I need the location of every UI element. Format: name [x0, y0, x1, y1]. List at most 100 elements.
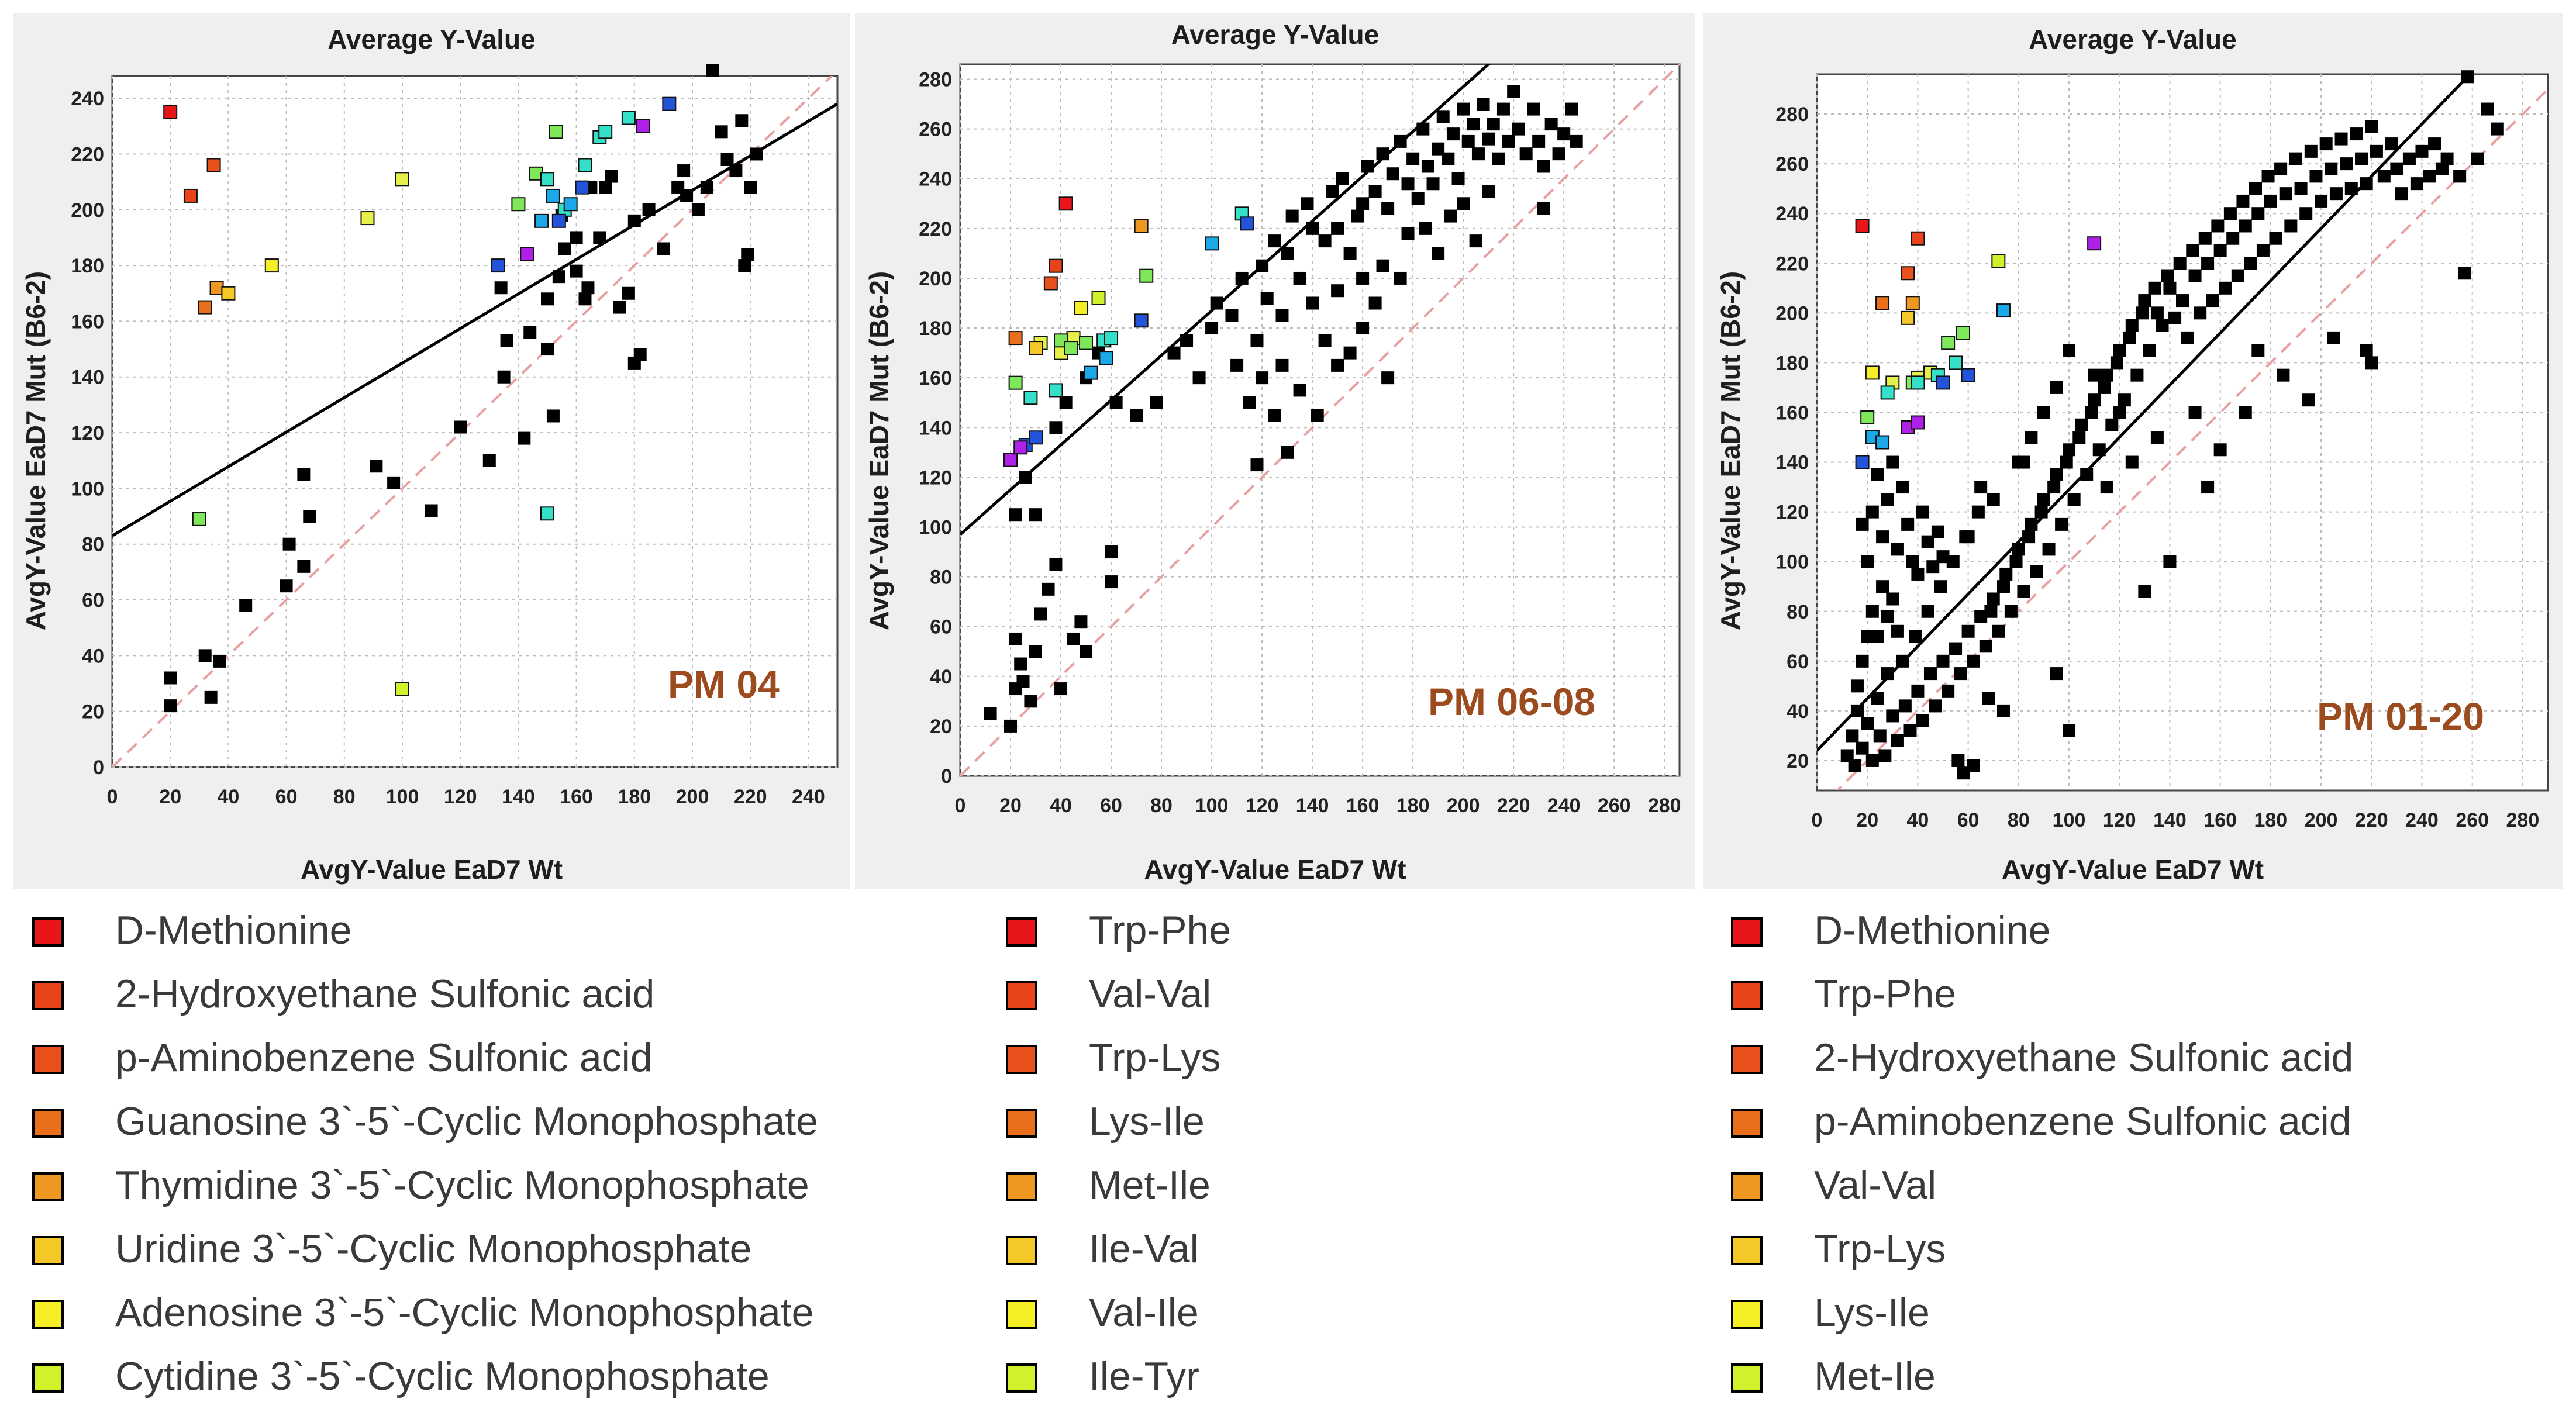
legend-item: Lys-Ile [1731, 1286, 2353, 1349]
data-point [1457, 197, 1470, 210]
data-point [581, 281, 595, 295]
series-point [1991, 254, 2006, 268]
y-tick-label: 240 [919, 168, 952, 191]
data-point [1482, 132, 1495, 146]
data-point [741, 248, 754, 261]
x-tick-label: 20 [1856, 809, 1878, 831]
data-point [2491, 122, 2504, 136]
data-point [984, 707, 997, 720]
legend-swatch [1006, 1363, 1037, 1393]
data-point [1876, 580, 1889, 593]
x-tick-label: 60 [1100, 795, 1122, 817]
data-point [1268, 408, 1281, 422]
highlighted-point [1064, 341, 1078, 355]
data-point [303, 510, 316, 523]
highlighted-point [1104, 331, 1119, 346]
data-point [1982, 692, 1995, 705]
highlighted-point [1875, 435, 1890, 450]
data-point [1311, 408, 1324, 422]
data-point [1951, 754, 1965, 767]
x-tick-label: 120 [2103, 809, 2136, 831]
highlighted-point [546, 188, 560, 203]
data-point [1275, 358, 1289, 372]
data-point [2329, 187, 2343, 201]
data-point [1527, 102, 1540, 116]
x-tick-label: 80 [2008, 809, 2030, 831]
data-point [2279, 187, 2292, 201]
data-point [1512, 122, 1525, 136]
data-point [1861, 717, 1874, 730]
data-point [2244, 257, 2257, 270]
fit-line [1817, 74, 2472, 752]
data-point [2284, 219, 2298, 233]
legend-item: Guanosine 3`-5`-Cyclic Monophosphate [32, 1094, 818, 1158]
legend-label: Val-Val [1814, 1163, 1937, 1207]
legend-swatch [1731, 917, 1763, 947]
legend-swatch [32, 1109, 64, 1138]
legend-swatch [32, 981, 64, 1010]
data-point [1343, 247, 1357, 260]
data-point [2360, 177, 2373, 191]
legend-swatch [32, 917, 64, 947]
chart-title: Average Y-Value [2029, 24, 2237, 54]
highlighted-point [1956, 326, 1970, 340]
data-point [2047, 481, 2061, 494]
data-point [2163, 555, 2177, 568]
data-point [1250, 334, 1264, 347]
series-point [183, 188, 198, 203]
data-point [1444, 209, 1457, 223]
highlighted-point [1013, 440, 1028, 455]
plot-area [1816, 73, 2549, 792]
data-point [2194, 306, 2207, 320]
series-point [395, 682, 409, 696]
data-point [1492, 152, 1505, 165]
legend-item: Trp-Lys [1006, 1031, 1231, 1094]
y-tick-label: 260 [919, 119, 952, 141]
legend-label: Ile-Val [1089, 1227, 1199, 1271]
legend-label: Trp-Phe [1814, 972, 1957, 1016]
data-point [1049, 421, 1063, 434]
data-point [2130, 368, 2144, 382]
data-point [1987, 493, 2000, 506]
y-tick-label: 200 [919, 268, 952, 290]
series-point [1043, 276, 1058, 291]
fit-line [960, 64, 1491, 536]
y-tick-label: 140 [71, 367, 104, 389]
data-points [984, 85, 1583, 733]
data-point [1992, 624, 2005, 638]
data-point [1984, 605, 1998, 618]
data-point [1865, 605, 1879, 618]
data-point [2100, 368, 2113, 382]
y-tick-label: 240 [71, 88, 104, 110]
data-point [2088, 368, 2101, 382]
data-point [1936, 654, 1950, 668]
data-point [1306, 296, 1319, 310]
data-point [1471, 147, 1485, 161]
y-tick-label: 60 [930, 616, 952, 638]
data-point [2385, 137, 2398, 151]
data-point [2009, 555, 2023, 568]
data-point [2125, 455, 2139, 469]
legend-swatch [1006, 1300, 1037, 1329]
x-tick-label: 180 [618, 786, 651, 808]
data-point [1507, 85, 1520, 98]
series-point [1911, 231, 1925, 246]
data-point [657, 242, 670, 255]
legend-label: 2-Hydroxyethane Sulfonic acid [1814, 1035, 2354, 1080]
data-point [744, 181, 757, 194]
data-point [1896, 481, 1909, 494]
y-tick-label: 260 [1775, 153, 1809, 175]
data-point [1861, 630, 1874, 643]
data-point [706, 64, 719, 77]
data-point [1376, 259, 1389, 272]
data-point [1996, 704, 2010, 717]
data-point [2304, 144, 2318, 158]
data-point [2402, 152, 2416, 165]
data-point [2088, 393, 2101, 407]
data-point [2334, 132, 2348, 146]
x-tick-label: 20 [159, 786, 181, 808]
data-point [2428, 137, 2441, 151]
data-point [1537, 160, 1550, 173]
highlighted-point [636, 119, 650, 133]
y-tick-label: 20 [930, 716, 952, 738]
